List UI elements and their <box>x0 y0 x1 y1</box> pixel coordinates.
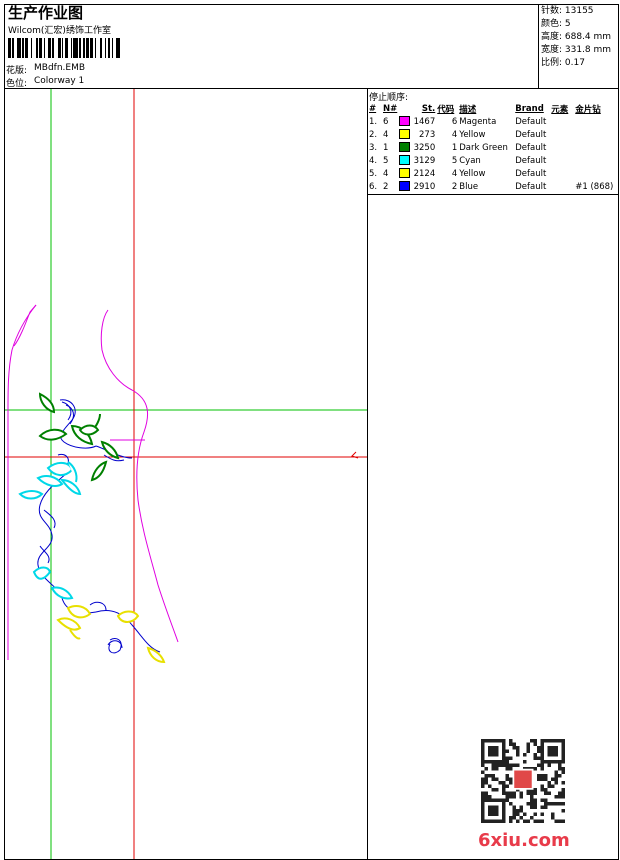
row-swatch <box>398 180 412 193</box>
row-swatch <box>398 154 412 167</box>
stitch-count: 针数: 13155 <box>541 6 594 16</box>
design-scale: 比例: 0.17 <box>541 58 585 68</box>
row-number: 5. <box>369 168 378 179</box>
row-code: 6 <box>451 116 458 127</box>
row-brand: Default <box>515 129 547 140</box>
col-header-needle: N# <box>383 103 398 114</box>
yellow-petals <box>56 605 166 664</box>
row-needle: 4 <box>383 168 389 179</box>
stop-sequence-table: # N# St. 代码 描述 Brand 元素 金片钻 1. 6 1467 6 Mage… <box>368 102 614 193</box>
studio-name: Wilcom(汇宏)绣饰工作室 <box>8 26 111 36</box>
color-count: 颜色: 5 <box>541 19 571 29</box>
row-swatch <box>398 141 412 154</box>
row-brand: Default <box>515 181 547 192</box>
row-description: Blue <box>459 181 479 192</box>
row-sequin: #1 (868) <box>575 181 614 192</box>
col-header-stitches: St. <box>421 103 436 114</box>
row-stitches: 273 <box>419 129 436 140</box>
row-code: 5 <box>451 155 458 166</box>
color-swatch <box>399 129 411 140</box>
design-width: 宽度: 331.8 mm <box>541 45 612 55</box>
row-number: 2. <box>369 129 378 140</box>
color-swatch <box>399 155 411 166</box>
table-row: 3. 1 3250 1 Dark Green Default <box>368 141 614 154</box>
row-stitches: 3129 <box>413 155 436 166</box>
row-number: 6. <box>369 181 378 192</box>
row-needle: 5 <box>383 155 389 166</box>
barcode <box>8 38 122 58</box>
qr-code <box>481 739 565 823</box>
col-header-element: 元素 <box>551 104 569 115</box>
row-stitches: 3250 <box>413 142 436 153</box>
row-description: Dark Green <box>459 142 508 153</box>
row-number: 4. <box>369 155 378 166</box>
row-code: 4 <box>451 129 458 140</box>
row-description: Yellow <box>459 168 486 179</box>
sequence-box <box>367 88 619 195</box>
row-swatch <box>398 167 412 180</box>
green-leaves <box>38 392 120 482</box>
red-origin-mark <box>351 451 359 459</box>
cyan-petals <box>18 461 82 600</box>
col-header-description: 描述 <box>459 104 477 115</box>
stop-sequence-title: 停止顺序: <box>369 93 409 103</box>
table-row: 2. 4 273 4 Yellow Default <box>368 128 614 141</box>
row-swatch <box>398 115 412 128</box>
row-code: 2 <box>451 181 458 192</box>
row-number: 1. <box>369 116 378 127</box>
row-needle: 4 <box>383 129 389 140</box>
design-stats: 针数: 13155 颜色: 5 高度: 688.4 mm 宽度: 331.8 m… <box>541 5 611 70</box>
row-swatch <box>398 128 412 141</box>
col-header-code: 代码 <box>437 104 455 115</box>
col-header-brand: Brand <box>515 103 544 114</box>
row-brand: Default <box>515 142 547 153</box>
color-swatch <box>399 142 411 153</box>
colorway-value: Colorway 1 <box>34 76 85 86</box>
color-swatch <box>399 168 411 179</box>
row-number: 3. <box>369 142 378 153</box>
row-needle: 1 <box>383 142 389 153</box>
row-description: Magenta <box>459 116 497 127</box>
col-header-number: # <box>369 103 377 114</box>
row-stitches: 2910 <box>413 181 436 192</box>
row-code: 4 <box>451 168 458 179</box>
page-title: 生产作业图 <box>8 4 84 22</box>
design-height: 高度: 688.4 mm <box>541 32 612 42</box>
row-description: Yellow <box>459 129 486 140</box>
row-needle: 6 <box>383 116 389 127</box>
design-label: 花版: <box>6 66 28 76</box>
table-row: 4. 5 3129 5 Cyan Default <box>368 154 614 167</box>
table-row: 5. 4 2124 4 Yellow Default <box>368 167 614 180</box>
table-row: 6. 2 2910 2 Blue Default #1 (868) <box>368 180 614 193</box>
row-brand: Default <box>515 116 547 127</box>
row-brand: Default <box>515 168 547 179</box>
garment-outline <box>7 304 179 660</box>
row-stitches: 1467 <box>413 116 436 127</box>
row-code: 1 <box>451 142 458 153</box>
colorway-label: 色位: <box>6 79 28 89</box>
vine-stitching <box>37 399 161 654</box>
row-description: Cyan <box>459 155 481 166</box>
watermark: 6xiu.com <box>478 830 570 851</box>
table-header-row: # N# St. 代码 描述 Brand 元素 金片钻 <box>368 102 614 115</box>
table-row: 1. 6 1467 6 Magenta Default <box>368 115 614 128</box>
color-swatch <box>399 116 411 127</box>
col-header-sequin: 金片钻 <box>575 104 601 115</box>
row-brand: Default <box>515 155 547 166</box>
row-stitches: 2124 <box>413 168 436 179</box>
color-swatch <box>399 181 411 192</box>
design-value: MBdfn.EMB <box>34 63 86 73</box>
row-needle: 2 <box>383 181 389 192</box>
